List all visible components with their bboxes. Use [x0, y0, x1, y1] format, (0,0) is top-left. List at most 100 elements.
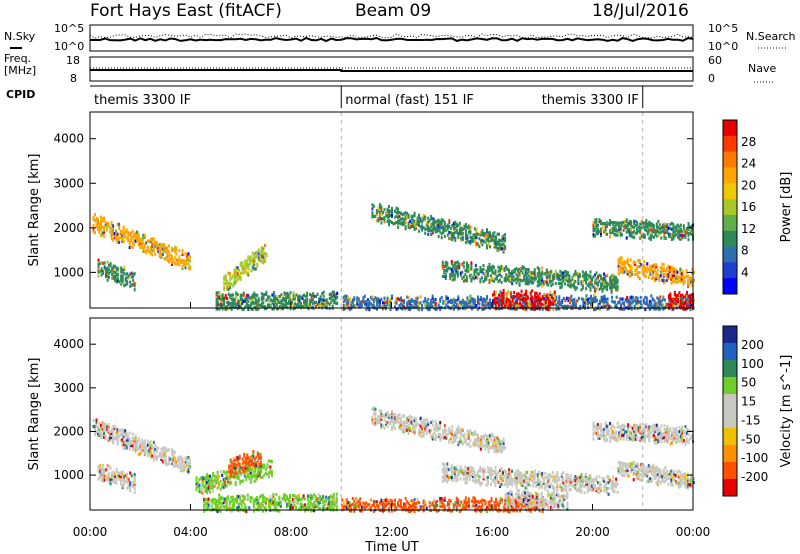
echo-cell [412, 299, 415, 303]
echo-cell [625, 220, 628, 224]
echo-cell [407, 213, 410, 217]
echo-cell [415, 298, 418, 303]
echo-cell [307, 502, 310, 506]
echo-cell [581, 280, 584, 284]
echo-cell [300, 303, 302, 308]
echo-cell [681, 293, 684, 297]
echo-cell [431, 231, 434, 235]
echo-cell [525, 293, 528, 297]
echo-cell [151, 446, 154, 450]
echo-cell [473, 237, 476, 241]
echo-cell [225, 476, 228, 480]
echo-cell [623, 266, 626, 270]
echo-cell [499, 497, 502, 501]
echo-cell [318, 303, 321, 307]
echo-cell [269, 304, 272, 308]
echo-cell [228, 482, 231, 486]
echo-cell [395, 297, 398, 301]
echo-cell [101, 219, 104, 223]
echo-cell [566, 277, 569, 281]
echo-cell [306, 303, 309, 307]
echo-cell [99, 471, 101, 475]
echo-cell [573, 297, 576, 302]
echo-cell [206, 477, 209, 481]
echo-cell [137, 446, 140, 451]
echo-cell [287, 501, 290, 505]
echo-cell [516, 300, 519, 304]
echo-cell [209, 478, 212, 482]
echo-cell [401, 221, 404, 225]
echo-cell [118, 240, 121, 244]
echo-cell [146, 449, 149, 453]
echo-cell [591, 277, 593, 281]
echo-cell [356, 504, 359, 508]
echo-cell [383, 502, 386, 507]
echo-cell [112, 437, 115, 441]
echo-cell [274, 297, 277, 301]
echo-cell [226, 296, 229, 301]
echo-cell [385, 304, 387, 308]
echo-cell [491, 276, 494, 280]
echo-cell [665, 278, 668, 282]
echo-cell [293, 504, 296, 508]
echo-cell [173, 249, 176, 253]
echo-cell [595, 277, 598, 281]
echo-cell [216, 486, 219, 490]
echo-cell [378, 207, 381, 211]
echo-cell [564, 304, 567, 308]
echo-cell [640, 263, 643, 267]
echo-cell [128, 241, 131, 245]
echo-cell [368, 308, 371, 312]
echo-cell [612, 223, 615, 227]
echo-cell [283, 493, 285, 497]
echo-cell [353, 304, 356, 308]
echo-cell [388, 219, 390, 223]
echo-cell [503, 279, 506, 283]
echo-cell [486, 301, 488, 305]
echo-cell [356, 298, 359, 302]
echo-cell [415, 222, 418, 226]
echo-cell [397, 215, 399, 219]
echo-cell [452, 266, 455, 270]
echo-cell [617, 268, 620, 272]
echo-cell [113, 424, 116, 429]
echo-cell [590, 304, 592, 308]
echo-cell [661, 272, 664, 276]
echo-cell [569, 283, 572, 287]
echo-cell [207, 488, 210, 492]
echo-cell [625, 224, 628, 228]
echo-cell [664, 279, 667, 283]
echo-cell [457, 223, 460, 227]
echo-cell [687, 282, 689, 286]
echo-cell [115, 272, 118, 276]
echo-cell [121, 428, 124, 432]
echo-cell [566, 279, 569, 283]
echo-cell [389, 504, 392, 508]
echo-cell [690, 276, 692, 280]
echo-cell [670, 277, 673, 281]
echo-cell [92, 419, 95, 423]
echo-cell [298, 507, 300, 511]
echo-cell [253, 463, 256, 467]
echo-cell [482, 271, 485, 276]
echo-cell [454, 501, 457, 505]
echo-cell [212, 473, 215, 478]
colorbar-label: Power [dB] [779, 172, 794, 243]
echo-cell [497, 269, 500, 273]
echo-cell [592, 225, 595, 229]
echo-cell [499, 239, 502, 243]
echo-cell [478, 501, 481, 505]
echo-cell [249, 466, 252, 471]
echo-cell [242, 307, 245, 311]
echo-cell [559, 301, 562, 305]
echo-cell [545, 268, 548, 272]
echo-cell [271, 293, 274, 297]
echo-cell [527, 274, 530, 278]
echo-cell [502, 267, 505, 271]
echo-cell [603, 222, 606, 226]
echo-cell [481, 297, 484, 301]
echo-cell [490, 278, 492, 282]
echo-cell [223, 277, 226, 281]
echo-cell [655, 271, 658, 275]
echo-cell [187, 266, 190, 270]
